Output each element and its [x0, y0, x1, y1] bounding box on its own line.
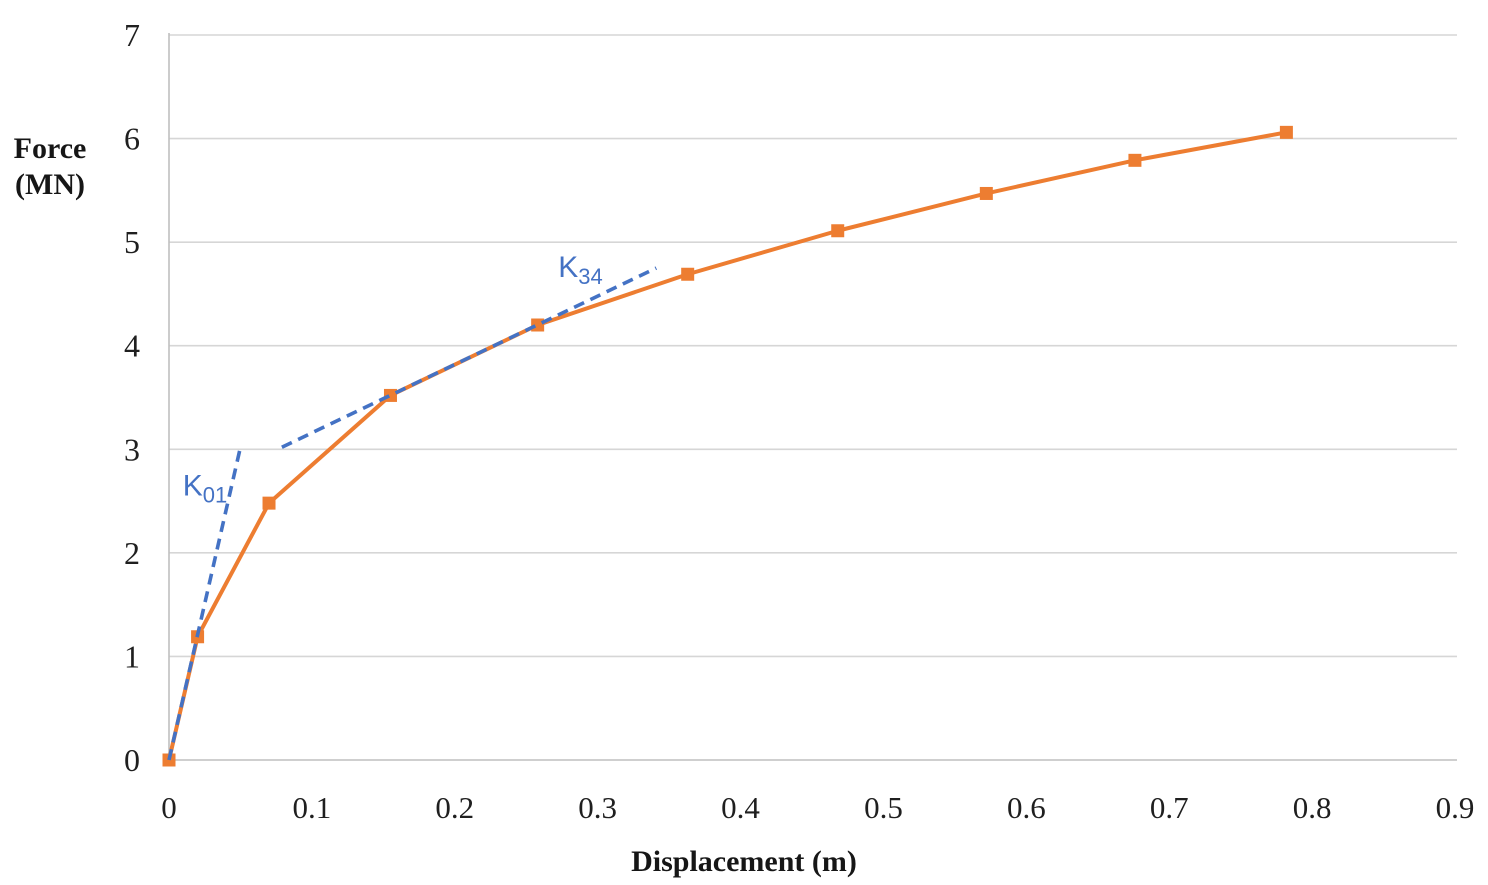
y-tick-label: 2 [124, 535, 140, 571]
x-tick-label: 0.3 [578, 790, 617, 825]
x-tick-label: 0.2 [435, 790, 474, 825]
x-tick-label: 0 [161, 790, 177, 825]
k01-label: K01 [183, 470, 228, 508]
data-point-marker [681, 267, 695, 281]
x-tick-label: 0.4 [721, 790, 760, 825]
y-tick-label: 6 [124, 121, 140, 157]
data-point-marker [262, 496, 276, 510]
y-axis-title: Force (MN) [2, 131, 98, 203]
x-tick-label: 0.1 [293, 790, 332, 825]
x-axis-title: Displacement (m) [631, 845, 857, 878]
data-point-marker [1128, 153, 1142, 167]
y-tick-label: 5 [124, 224, 140, 260]
data-point-marker [1279, 125, 1293, 139]
y-tick-label: 3 [124, 431, 140, 467]
force-displacement-curve [167, 130, 1287, 761]
x-tick-label: 0.5 [864, 790, 903, 825]
y-tick-label: 1 [124, 638, 140, 674]
y-axis-title-line1: Force [13, 132, 87, 165]
y-axis-title-line2: (MN) [15, 168, 85, 201]
x-tick-label: 0.7 [1150, 790, 1189, 825]
data-point-marker [979, 186, 993, 200]
k34-label: K34 [558, 251, 603, 289]
y-tick-label: 4 [124, 328, 140, 364]
x-tick-label: 0.8 [1293, 790, 1332, 825]
y-tick-label: 7 [124, 17, 140, 53]
k34-secant-line [281, 266, 658, 449]
x-tick-label: 0.9 [1436, 790, 1475, 825]
y-tick-label: 0 [124, 742, 140, 778]
x-tick-label: 0.6 [1007, 790, 1046, 825]
data-point-marker [831, 224, 845, 238]
